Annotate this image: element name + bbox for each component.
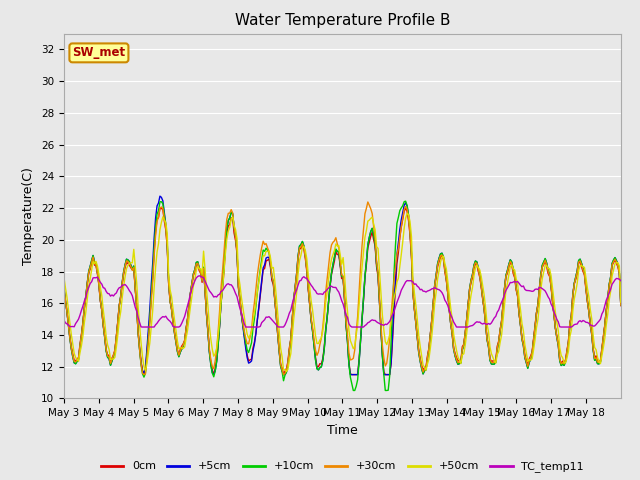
Line: 0cm: 0cm [64,208,621,374]
+5cm [60,284,68,290]
+5cm [210,372,218,377]
Line: +50cm: +50cm [64,214,621,372]
+10cm [346,374,354,380]
+30cm [460,341,468,347]
+10cm [460,343,468,348]
0cm [97,299,104,304]
+5cm [543,260,550,266]
+10cm [543,260,550,266]
+10cm [97,297,104,303]
+50cm [543,263,550,269]
0cm [460,341,468,347]
TC_temp11 [195,273,203,278]
+5cm [617,302,625,308]
+10cm [402,198,410,204]
0cm [60,287,68,292]
+30cm [617,302,625,308]
0cm [402,205,410,211]
+5cm [156,193,164,199]
0cm [79,320,87,325]
TC_temp11 [543,291,550,297]
TC_temp11 [139,324,147,330]
0cm [616,270,623,276]
TC_temp11 [79,303,87,309]
+5cm [460,342,468,348]
+5cm [79,321,87,326]
Text: SW_met: SW_met [72,47,125,60]
TC_temp11 [616,276,623,282]
0cm [280,372,287,377]
+5cm [349,372,357,377]
Line: +5cm: +5cm [64,196,621,374]
+30cm [364,199,372,205]
TC_temp11 [349,324,357,330]
+30cm [348,357,356,362]
Title: Water Temperature Profile B: Water Temperature Profile B [235,13,450,28]
0cm [543,264,550,269]
+50cm [60,275,68,281]
+5cm [97,297,104,303]
+30cm [543,262,550,267]
TC_temp11 [460,324,468,330]
+10cm [60,285,68,291]
+30cm [616,270,623,276]
Line: TC_temp11: TC_temp11 [64,276,621,327]
Line: +30cm: +30cm [64,202,621,374]
+50cm [616,263,623,269]
0cm [348,372,356,377]
Y-axis label: Temperature(C): Temperature(C) [22,167,35,265]
+10cm [616,269,623,275]
+10cm [349,387,357,393]
TC_temp11 [60,317,68,323]
X-axis label: Time: Time [327,424,358,437]
+50cm [348,342,356,348]
+50cm [617,299,625,305]
+10cm [617,302,625,308]
+30cm [97,297,104,303]
TC_temp11 [97,279,104,285]
+30cm [60,285,68,291]
+30cm [140,372,148,377]
+50cm [79,333,87,339]
TC_temp11 [617,278,625,284]
Line: +10cm: +10cm [64,201,621,390]
+50cm [283,369,291,374]
+5cm [616,269,623,275]
+30cm [79,320,87,326]
+50cm [403,211,411,216]
0cm [617,303,625,309]
+10cm [79,321,87,326]
+50cm [97,284,104,290]
+50cm [460,351,468,357]
Legend: 0cm, +5cm, +10cm, +30cm, +50cm, TC_temp11: 0cm, +5cm, +10cm, +30cm, +50cm, TC_temp1… [96,457,589,477]
